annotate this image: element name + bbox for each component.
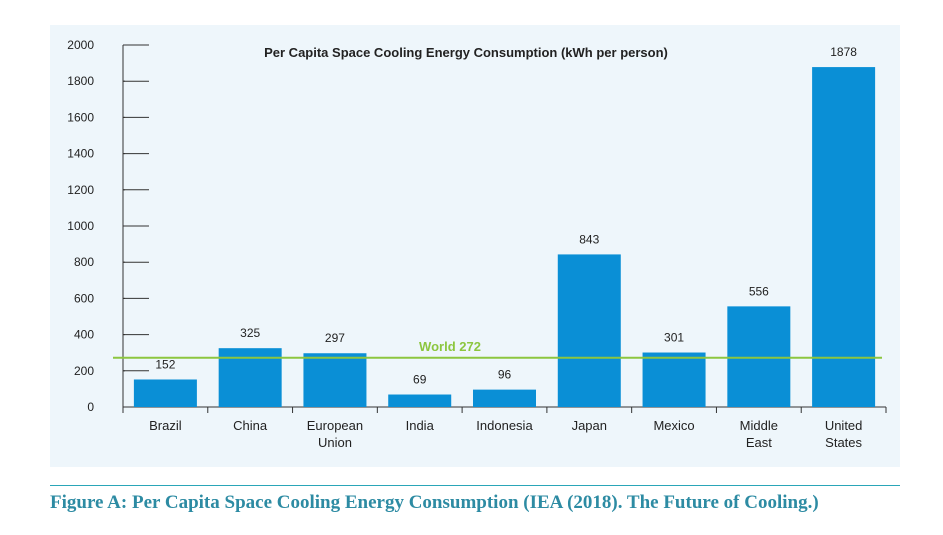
category-label: China [233, 418, 268, 433]
data-label: 152 [155, 357, 175, 371]
y-tick-label: 0 [87, 400, 94, 414]
reference-line-group: World 272 [113, 339, 882, 359]
category-label: Indonesia [476, 418, 533, 433]
labels-group: 152 Brazil 325 China 297 European Union 69 India… [149, 45, 862, 450]
y-tick-label: 400 [74, 328, 94, 342]
data-label: 1878 [830, 45, 857, 59]
data-label: 325 [240, 326, 260, 340]
category-label-line: Mexico [653, 418, 694, 433]
bar [557, 254, 621, 407]
y-tick-label: 1200 [67, 183, 94, 197]
category-label-line: India [406, 418, 435, 433]
category-label-line: States [825, 435, 862, 450]
data-label: 69 [413, 373, 427, 387]
category-label-line: China [233, 418, 268, 433]
category-label: United States [825, 418, 863, 450]
chart-title: Per Capita Space Cooling Energy Consumpt… [264, 45, 668, 60]
category-label-line: Indonesia [476, 418, 533, 433]
category-label: Middle East [740, 418, 778, 450]
category-label-line: Brazil [149, 418, 182, 433]
bars-group [133, 67, 876, 407]
y-tick-label: 600 [74, 291, 94, 305]
caption-divider [50, 485, 900, 486]
axis-group: 0 200 400 600 800 1000 1200 1400 1600 1800 2000 [67, 38, 887, 414]
y-tick-label: 1800 [67, 74, 94, 88]
bar [303, 353, 367, 407]
category-label: European Union [307, 418, 363, 450]
category-label-line: East [746, 435, 772, 450]
data-label: 843 [579, 232, 599, 246]
bar [812, 67, 876, 407]
world-average-label: World 272 [419, 339, 481, 354]
data-label: 297 [325, 331, 345, 345]
bar [473, 389, 536, 407]
data-label: 556 [749, 284, 769, 298]
category-label-line: European [307, 418, 363, 433]
category-label: Mexico [653, 418, 694, 433]
y-tick-label: 1000 [67, 219, 94, 233]
y-tick-label: 1600 [67, 110, 94, 124]
data-label: 96 [498, 368, 512, 382]
y-tick-label: 2000 [67, 38, 94, 52]
category-label: Japan [572, 418, 607, 433]
category-label-line: Union [318, 435, 352, 450]
bar [388, 394, 452, 407]
figure-caption: Figure A: Per Capita Space Cooling Energ… [50, 492, 819, 513]
y-tick-label: 800 [74, 255, 94, 269]
category-label-line: Japan [572, 418, 607, 433]
bar [642, 352, 706, 407]
bar [727, 306, 791, 407]
category-label-line: Middle [740, 418, 778, 433]
category-label: Brazil [149, 418, 182, 433]
chart-panel: Per Capita Space Cooling Energy Consumpt… [50, 25, 900, 467]
y-tick-label: 200 [74, 364, 94, 378]
data-label: 301 [664, 331, 684, 345]
bar [133, 379, 197, 407]
category-label-line: United [825, 418, 863, 433]
category-label: India [406, 418, 435, 433]
y-tick-label: 1400 [67, 147, 94, 161]
bar-chart: Per Capita Space Cooling Energy Consumpt… [67, 38, 887, 450]
